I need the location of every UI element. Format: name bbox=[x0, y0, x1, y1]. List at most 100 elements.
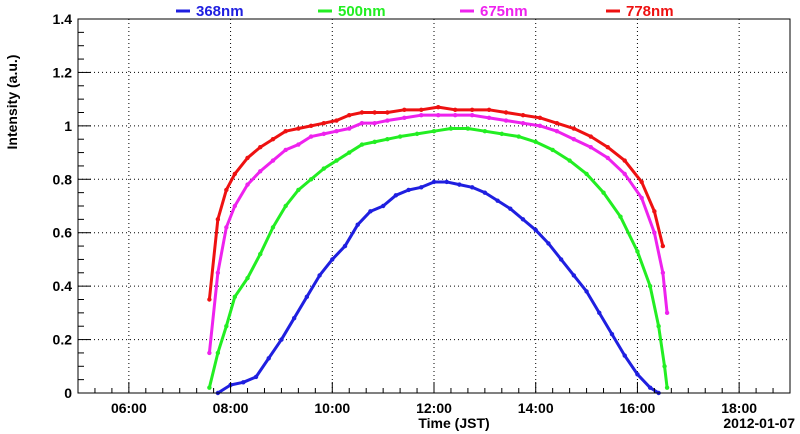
y-tick-label: 1 bbox=[64, 118, 72, 134]
legend-label: 675nm bbox=[480, 3, 528, 20]
data-point bbox=[431, 129, 437, 134]
data-point bbox=[622, 171, 627, 177]
data-point bbox=[291, 316, 297, 321]
data-point bbox=[639, 195, 644, 201]
series-675nm bbox=[207, 112, 670, 356]
data-point bbox=[647, 283, 653, 289]
series-line bbox=[216, 180, 661, 395]
data-point bbox=[406, 187, 411, 193]
data-point bbox=[393, 193, 399, 198]
data-point bbox=[317, 273, 322, 278]
date-label: 2012-01-07 bbox=[723, 415, 795, 431]
series-368nm bbox=[215, 179, 661, 396]
data-point bbox=[656, 324, 661, 329]
data-point bbox=[224, 225, 229, 230]
data-point bbox=[664, 385, 670, 390]
x-tick-label: 16:00 bbox=[620, 400, 656, 416]
data-point bbox=[537, 115, 543, 121]
data-point bbox=[321, 120, 327, 126]
data-point bbox=[385, 118, 390, 123]
data-point bbox=[258, 251, 263, 257]
data-point bbox=[245, 275, 250, 281]
data-point bbox=[660, 270, 666, 275]
data-point bbox=[486, 115, 492, 121]
data-point bbox=[597, 310, 602, 316]
data-point bbox=[372, 139, 377, 145]
data-point bbox=[414, 131, 420, 137]
data-point bbox=[296, 187, 301, 193]
data-point bbox=[419, 112, 424, 118]
data-point bbox=[270, 137, 276, 142]
y-axis-title: Intensity (a.u.) bbox=[4, 55, 20, 150]
data-point bbox=[321, 131, 327, 137]
data-point bbox=[372, 120, 377, 126]
data-point bbox=[232, 203, 238, 209]
data-point bbox=[635, 372, 640, 377]
data-point bbox=[558, 257, 564, 262]
series-778nm bbox=[207, 104, 666, 302]
data-point bbox=[402, 115, 407, 121]
y-tick-label: 0 bbox=[64, 385, 72, 401]
data-point bbox=[359, 142, 365, 147]
data-point bbox=[495, 198, 500, 203]
data-point bbox=[385, 110, 390, 115]
legend-label: 778nm bbox=[626, 3, 674, 20]
data-point bbox=[283, 147, 288, 153]
x-tick-label: 18:00 bbox=[721, 400, 757, 416]
data-point bbox=[308, 123, 314, 129]
data-point bbox=[571, 273, 577, 278]
data-point bbox=[359, 120, 365, 126]
series-500nm bbox=[207, 126, 670, 390]
data-point bbox=[207, 350, 212, 356]
axis-ticks bbox=[77, 18, 791, 394]
data-point bbox=[664, 310, 670, 316]
y-tick-label: 1.4 bbox=[53, 11, 73, 27]
data-point bbox=[419, 185, 424, 190]
data-point bbox=[347, 126, 352, 131]
data-point bbox=[601, 190, 606, 195]
x-tick-label: 06:00 bbox=[111, 400, 147, 416]
data-point bbox=[215, 350, 221, 356]
data-point bbox=[554, 129, 560, 134]
y-tick-label: 0.8 bbox=[53, 171, 73, 187]
data-point bbox=[283, 203, 288, 209]
data-point bbox=[232, 171, 238, 177]
data-point bbox=[516, 134, 521, 139]
tick-labels: 06:00 08:00 10:00 12:00 14:00 16:00 18:00 0 0.2 0… bbox=[53, 11, 758, 416]
data-point bbox=[334, 129, 339, 134]
data-point bbox=[618, 214, 623, 219]
data-point bbox=[245, 182, 250, 187]
data-point bbox=[537, 123, 543, 129]
data-point bbox=[486, 107, 492, 113]
data-point bbox=[520, 217, 526, 222]
data-point bbox=[639, 179, 644, 185]
data-point bbox=[359, 110, 365, 115]
data-point bbox=[245, 155, 250, 161]
data-point bbox=[660, 243, 666, 249]
data-point bbox=[380, 203, 386, 209]
data-point bbox=[397, 134, 403, 139]
legend-label: 500nm bbox=[338, 3, 386, 20]
x-tick-label: 14:00 bbox=[518, 400, 554, 416]
data-point bbox=[652, 230, 657, 235]
data-point bbox=[469, 112, 475, 118]
x-tick-label: 10:00 bbox=[314, 400, 350, 416]
data-point bbox=[215, 270, 221, 275]
data-point bbox=[304, 294, 310, 300]
data-point bbox=[207, 385, 212, 390]
data-point bbox=[546, 241, 551, 246]
data-point bbox=[448, 126, 454, 131]
x-tick-label: 12:00 bbox=[416, 400, 452, 416]
data-point bbox=[567, 158, 572, 163]
data-point bbox=[224, 324, 229, 329]
data-point bbox=[355, 222, 360, 227]
data-point bbox=[330, 257, 335, 262]
legend: 368nm 500nm 675nm 778nm bbox=[176, 3, 674, 20]
data-point bbox=[662, 364, 667, 369]
data-point bbox=[224, 187, 229, 193]
data-point bbox=[402, 107, 407, 113]
data-point bbox=[520, 120, 526, 126]
data-point bbox=[334, 118, 339, 123]
data-point bbox=[258, 145, 263, 150]
y-tick-label: 1.2 bbox=[53, 64, 73, 80]
